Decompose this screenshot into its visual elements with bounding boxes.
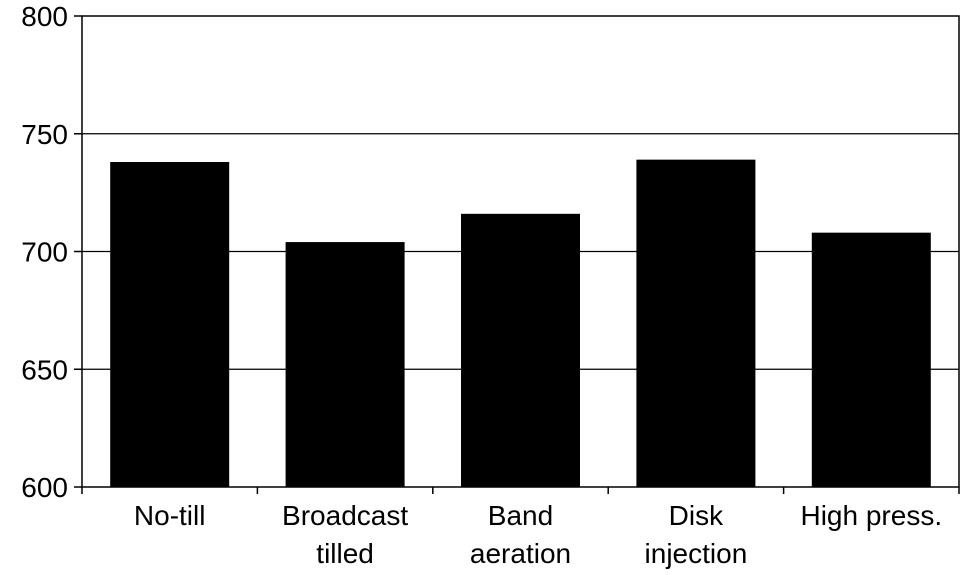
bars (110, 159, 931, 487)
y-tick-label: 800 (21, 1, 68, 32)
x-tick-label: No-till (134, 500, 206, 531)
x-tick-label: Broadcast (282, 500, 408, 531)
x-tick-label: tilled (316, 538, 374, 569)
x-axis-ticks (81, 487, 960, 494)
x-axis-labels: No-till Broadcast tilled Band aeration Disk in… (134, 500, 942, 569)
x-tick-label: injection (645, 538, 748, 569)
bar (110, 162, 230, 487)
bar (811, 232, 931, 487)
x-tick-label: Band (488, 500, 553, 531)
x-tick-label: Disk (669, 500, 724, 531)
bar (461, 213, 580, 487)
y-tick-label: 600 (21, 472, 68, 503)
bar (636, 159, 756, 487)
y-tick-label: 700 (21, 237, 68, 268)
x-tick-label: High press. (800, 500, 942, 531)
bar (285, 242, 405, 487)
x-tick-label: aeration (470, 538, 571, 569)
y-tick-label: 750 (21, 119, 68, 150)
y-tick-label: 650 (21, 354, 68, 385)
y-axis-ticks: 600 650 700 750 800 (21, 1, 82, 503)
